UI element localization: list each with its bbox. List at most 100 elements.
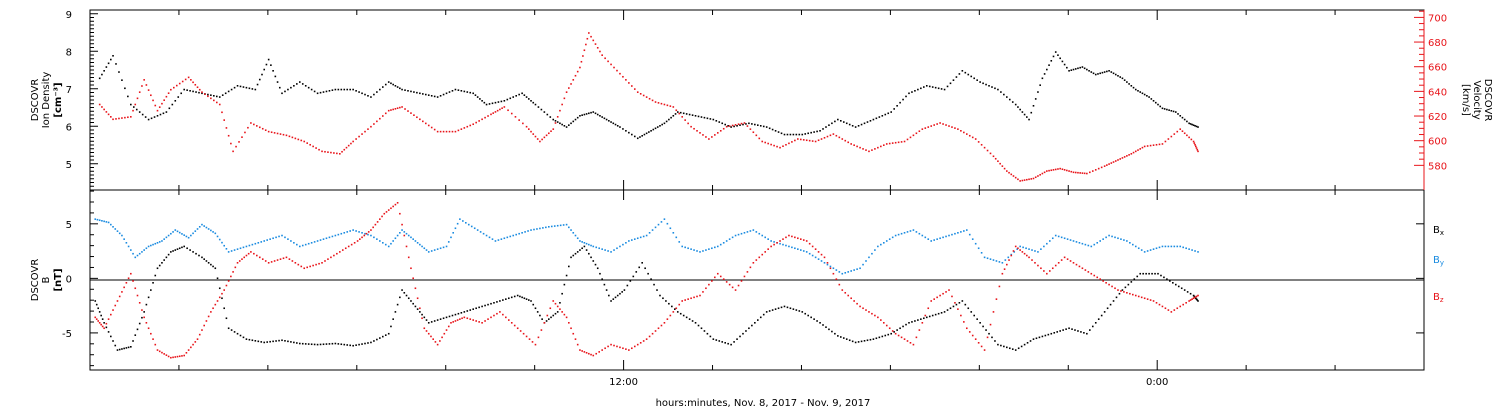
bottom-data-point bbox=[243, 256, 246, 259]
bottom-data-point bbox=[1040, 248, 1042, 250]
top-data-point bbox=[247, 126, 249, 129]
top-data-point bbox=[1110, 71, 1113, 73]
top-data-point bbox=[561, 103, 563, 106]
top-data-point bbox=[419, 118, 421, 121]
top-data-point bbox=[785, 143, 787, 146]
top-data-point bbox=[416, 91, 418, 94]
bottom-data-point bbox=[1108, 234, 1110, 237]
bottom-data-point bbox=[859, 305, 861, 308]
top-data-point bbox=[1021, 111, 1024, 113]
bottom-data-point bbox=[343, 343, 346, 346]
bottom-data-point bbox=[977, 247, 980, 250]
bottom-data-point bbox=[711, 247, 713, 250]
bottom-data-point bbox=[509, 235, 512, 238]
top-data-point bbox=[672, 106, 675, 108]
bottom-data-point bbox=[269, 340, 271, 343]
bottom-data-point bbox=[282, 257, 285, 260]
bottom-data-point bbox=[583, 245, 586, 248]
bottom-data-point bbox=[565, 274, 568, 277]
bottom-data-point bbox=[294, 262, 297, 264]
bottom-data-point bbox=[556, 311, 559, 313]
top-data-point bbox=[681, 116, 684, 118]
top-data-point bbox=[1176, 130, 1179, 133]
bottom-data-point bbox=[792, 308, 795, 310]
top-data-point bbox=[1101, 71, 1104, 74]
bottom-data-point bbox=[934, 313, 937, 316]
top-data-point bbox=[358, 135, 360, 138]
top-data-point bbox=[294, 137, 297, 140]
top-data-point bbox=[250, 122, 252, 124]
bottom-data-point bbox=[158, 350, 161, 353]
top-data-point bbox=[330, 151, 332, 154]
bottom-data-point bbox=[1026, 254, 1028, 257]
top-data-point bbox=[727, 125, 729, 127]
bottom-data-point bbox=[281, 234, 283, 237]
bottom-data-point bbox=[356, 240, 359, 242]
top-data-point bbox=[207, 93, 209, 96]
bottom-data-point bbox=[666, 222, 669, 225]
top-data-point bbox=[430, 126, 433, 129]
bottom-data-point bbox=[103, 220, 105, 223]
top-data-point bbox=[928, 85, 931, 88]
top-data-point bbox=[880, 145, 882, 148]
bottom-data-point bbox=[485, 234, 488, 237]
top-data-point bbox=[740, 122, 743, 125]
bottom-data-point bbox=[607, 345, 609, 348]
bottom-data-point bbox=[691, 320, 694, 322]
bottom-data-point bbox=[512, 234, 515, 237]
top-data-point bbox=[239, 85, 242, 88]
top-data-point bbox=[433, 95, 436, 98]
top-left-ylabel-line2: Ion Density bbox=[41, 72, 52, 129]
bottom-data-point bbox=[1111, 285, 1113, 288]
bottom-data-point bbox=[273, 260, 276, 262]
top-data-point bbox=[1126, 81, 1128, 83]
top-data-point bbox=[656, 126, 659, 128]
bottom-data-point bbox=[214, 232, 217, 235]
top-data-point bbox=[427, 94, 430, 96]
bottom-data-point bbox=[808, 242, 811, 245]
bottom-data-point bbox=[307, 242, 310, 245]
top-data-point bbox=[906, 138, 909, 141]
top-data-point bbox=[891, 142, 894, 144]
bottom-data-point bbox=[1102, 238, 1104, 240]
top-data-point bbox=[147, 118, 150, 121]
bottom-data-point bbox=[183, 245, 185, 248]
top-data-point bbox=[227, 134, 230, 137]
top-data-point bbox=[841, 138, 844, 140]
top-data-point bbox=[801, 133, 804, 136]
bottom-data-point bbox=[770, 240, 772, 242]
bottom-data-point bbox=[248, 244, 251, 247]
bottom-data-point bbox=[1158, 246, 1161, 249]
bottom-data-point bbox=[608, 294, 610, 297]
bottom-data-point bbox=[799, 249, 802, 251]
bottom-data-point bbox=[838, 283, 841, 286]
top-data-point bbox=[882, 144, 885, 146]
bottom-data-point bbox=[782, 238, 784, 240]
bottom-data-point bbox=[1051, 267, 1054, 270]
bottom-data-point bbox=[355, 344, 357, 346]
top-left-tick-label: 8 bbox=[66, 47, 72, 58]
top-data-point bbox=[570, 83, 572, 85]
bottom-data-point bbox=[258, 256, 261, 259]
bottom-data-point bbox=[561, 292, 563, 295]
bottom-data-point bbox=[1154, 272, 1156, 275]
top-data-point bbox=[1041, 172, 1044, 175]
bottom-data-point bbox=[1043, 245, 1045, 248]
bottom-data-point bbox=[352, 344, 354, 347]
top-data-point bbox=[404, 108, 406, 110]
bottom-left-tick-label: -5 bbox=[62, 329, 72, 340]
bottom-data-point bbox=[506, 236, 509, 239]
bottom-data-point bbox=[1069, 260, 1072, 262]
bottom-data-point bbox=[1164, 307, 1167, 310]
bottom-data-point bbox=[924, 236, 927, 239]
top-data-point bbox=[238, 141, 240, 143]
bottom-data-point bbox=[522, 332, 525, 335]
top-data-point bbox=[127, 95, 129, 98]
bottom-data-point bbox=[161, 262, 163, 264]
bottom-data-point bbox=[443, 332, 446, 335]
bottom-data-point bbox=[490, 316, 492, 319]
bottom-data-point bbox=[860, 340, 863, 343]
legend-by-sub: y bbox=[1440, 259, 1444, 267]
bottom-data-point bbox=[788, 234, 790, 237]
bottom-data-point bbox=[1115, 296, 1118, 299]
